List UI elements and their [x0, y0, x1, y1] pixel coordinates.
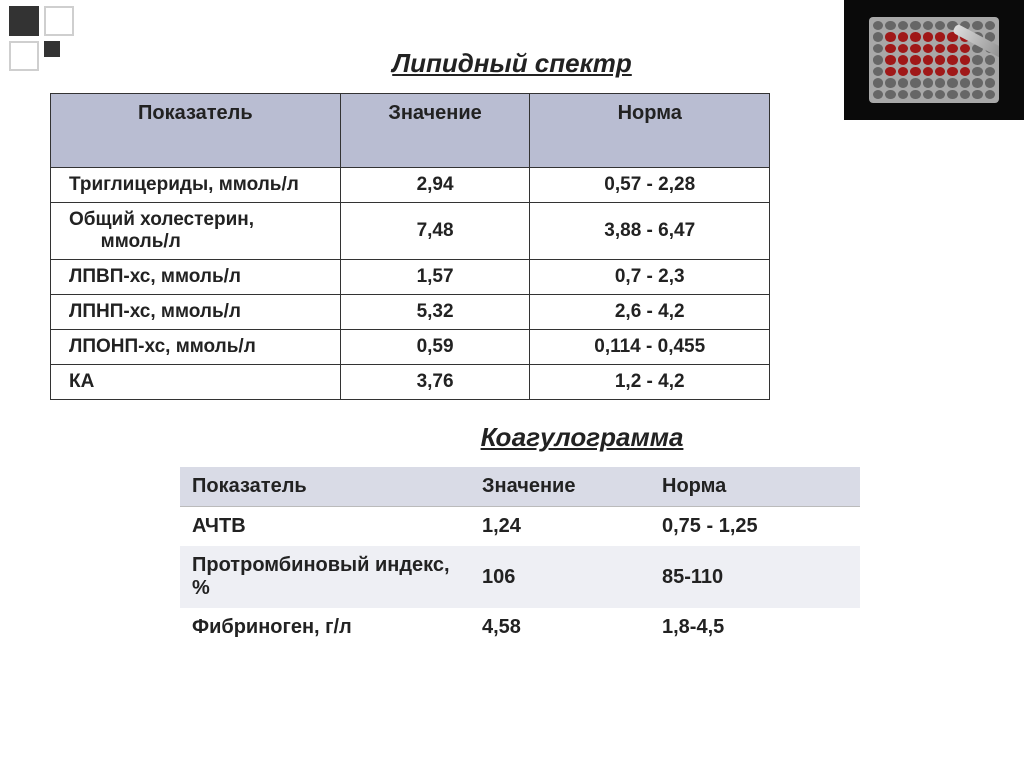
cell-param: ЛПОНП-хс, ммоль/л	[51, 330, 341, 365]
cell-value: 0,59	[340, 330, 530, 365]
cell-value: 7,48	[340, 203, 530, 260]
section-title-coag: Коагулограмма	[180, 422, 984, 453]
table-row: АЧТВ 1,24 0,75 - 1,25	[180, 507, 860, 547]
cell-norm: 0,7 - 2,3	[530, 260, 770, 295]
cell-param: Общий холестерин, ммоль/л	[51, 203, 341, 260]
table-row: ЛПОНП-хс, ммоль/л 0,59 0,114 - 0,455	[51, 330, 770, 365]
cell-norm: 1,2 - 4,2	[530, 365, 770, 400]
col-header-param: Показатель	[51, 94, 341, 168]
table-row: Протромбиновый индекс, % 106 85-110	[180, 546, 860, 608]
cell-param: ЛПНП-хс, ммоль/л	[51, 295, 341, 330]
table-row: Триглицериды, ммоль/л 2,94 0,57 - 2,28	[51, 168, 770, 203]
lipid-table: Показатель Значение Норма Триглицериды, …	[50, 93, 770, 400]
cell-norm: 85-110	[650, 546, 860, 608]
table-header-row: Показатель Значение Норма	[180, 467, 860, 507]
cell-norm: 1,8-4,5	[650, 608, 860, 647]
table-row: КА 3,76 1,2 - 4,2	[51, 365, 770, 400]
cell-value: 106	[470, 546, 650, 608]
square-outline-1	[44, 6, 74, 36]
cell-param: Фибриноген, г/л	[180, 608, 470, 647]
table-row: Общий холестерин, ммоль/л 7,48 3,88 - 6,…	[51, 203, 770, 260]
cell-param: Триглицериды, ммоль/л	[51, 168, 341, 203]
table-row: ЛПНП-хс, ммоль/л 5,32 2,6 - 4,2	[51, 295, 770, 330]
cell-param: АЧТВ	[180, 507, 470, 547]
table-header-row: Показатель Значение Норма	[51, 94, 770, 168]
cell-value: 1,24	[470, 507, 650, 547]
cell-norm: 0,57 - 2,28	[530, 168, 770, 203]
square-filled-1	[9, 6, 39, 36]
cell-norm: 2,6 - 4,2	[530, 295, 770, 330]
cell-param: КА	[51, 365, 341, 400]
col-header-param: Показатель	[180, 467, 470, 507]
cell-value: 2,94	[340, 168, 530, 203]
section-title-lipid: Липидный спектр	[40, 48, 984, 79]
col-header-norm: Норма	[650, 467, 860, 507]
col-header-value: Значение	[340, 94, 530, 168]
cell-norm: 0,75 - 1,25	[650, 507, 860, 547]
cell-value: 1,57	[340, 260, 530, 295]
cell-value: 3,76	[340, 365, 530, 400]
coagulogram-table: Показатель Значение Норма АЧТВ 1,24 0,75…	[180, 467, 860, 647]
col-header-value: Значение	[470, 467, 650, 507]
cell-value: 5,32	[340, 295, 530, 330]
cell-value: 4,58	[470, 608, 650, 647]
table-row: Фибриноген, г/л 4,58 1,8-4,5	[180, 608, 860, 647]
cell-param: Протромбиновый индекс, %	[180, 546, 470, 608]
cell-norm: 3,88 - 6,47	[530, 203, 770, 260]
cell-norm: 0,114 - 0,455	[530, 330, 770, 365]
table-row: ЛПВП-хс, ммоль/л 1,57 0,7 - 2,3	[51, 260, 770, 295]
square-outline-2	[9, 41, 39, 71]
cell-param: ЛПВП-хс, ммоль/л	[51, 260, 341, 295]
col-header-norm: Норма	[530, 94, 770, 168]
